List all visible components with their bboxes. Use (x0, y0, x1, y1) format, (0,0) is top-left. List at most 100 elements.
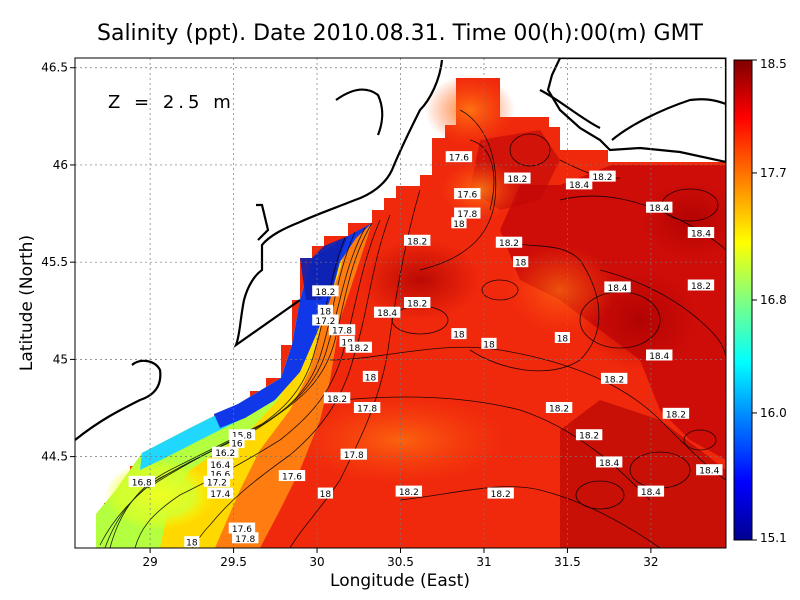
contour-label-box (595, 456, 623, 468)
contour-label: 18 (451, 328, 467, 341)
coast-crimea-outline (335, 88, 384, 136)
contour-label-text: 18.2 (549, 405, 569, 415)
colorbar: 18.5 17.7 16.8 16.0 15.1 (733, 57, 787, 545)
contour-label-box (495, 236, 523, 248)
contour-label-box (662, 407, 690, 419)
contour-label-text: 18 (320, 490, 332, 500)
contour-label-text: 18.2 (691, 282, 711, 292)
colorbar-tick-label: 16.8 (760, 293, 787, 307)
contour-label-box (317, 487, 333, 499)
plume-north (425, 75, 515, 145)
land-crimea (546, 58, 726, 164)
contour-label: 17.6 (445, 151, 473, 164)
contour-label-text: 18.2 (604, 375, 624, 385)
contour-label-text: 17.6 (449, 154, 469, 164)
contour-label: 18 (317, 487, 333, 500)
contour-label-box (312, 314, 339, 326)
chart-title: Salinity (ppt). Date 2010.08.31. Time 00… (97, 21, 704, 46)
contour-label: 17.8 (328, 324, 356, 337)
contour-label-box (323, 392, 351, 404)
contour-label-box (328, 324, 356, 336)
contour-label-text: 18 (320, 307, 332, 317)
contour-label-text: 15.8 (232, 432, 252, 442)
contour-label-text: 17.6 (457, 191, 477, 201)
coast-northwest (256, 203, 270, 241)
contour-label-text: 18.2 (327, 395, 347, 405)
contour-label-box (454, 188, 481, 200)
x-axis-title: Longitude (East) (330, 571, 470, 591)
contour-label-box (589, 170, 616, 182)
x-tick-label: 31 (476, 555, 491, 569)
contour-label-text: 17.8 (235, 535, 255, 545)
contour-label-text: 17.2 (207, 478, 227, 488)
contour-label-box (395, 485, 423, 497)
grid-lines (75, 58, 726, 548)
depth-annotation: Z = 2.5 m (108, 92, 235, 113)
y-axis: 44.5 45 45.5 46 46.5 (41, 61, 75, 464)
contour-label: 16.2 (212, 446, 239, 459)
contour-label: 17.2 (203, 475, 231, 488)
contour-label: 18.2 (589, 170, 616, 183)
contour-label-text: 18.4 (599, 459, 619, 469)
contour-label-box (445, 151, 473, 163)
contour-label: 16.8 (128, 475, 155, 488)
contour-label: 18.2 (600, 372, 628, 385)
contour-label-box (646, 349, 673, 361)
colorbar-tick-label: 18.5 (760, 57, 787, 71)
contour-label-text: 18.2 (579, 432, 599, 442)
contour-label-box (687, 279, 715, 291)
contour-label: 18.4 (696, 464, 723, 477)
contour-label: 16.4 (207, 458, 234, 471)
fresh-core (105, 460, 215, 530)
coast-west (75, 359, 162, 441)
contour-label-box (232, 532, 259, 544)
contour-label-box (513, 256, 529, 268)
contour-label-text: 17.8 (332, 327, 352, 337)
contour-label: 18.2 (323, 392, 351, 405)
contour-label-box (403, 297, 431, 308)
salinity-field (75, 58, 726, 548)
contour-label-text: 18 (365, 373, 377, 383)
contour-label-text: 17.8 (357, 405, 377, 415)
contour-label-box (504, 172, 531, 184)
contour-label-box (353, 402, 381, 413)
contour-label-text: 17.4 (210, 490, 230, 500)
coast-crimea-tip (611, 98, 726, 141)
contour-label: 17.8 (232, 532, 259, 545)
coast-north (233, 59, 444, 349)
contour-label-text: 17.8 (457, 210, 477, 220)
contour-label-box (575, 429, 603, 441)
contour-label-text: 16.8 (132, 478, 152, 488)
contour-label: 18.2 (395, 485, 423, 498)
contour-label: 16.6 (207, 468, 234, 481)
contour-label: 17.6 (278, 470, 306, 483)
contour-label-box (403, 234, 431, 246)
contour-label-text: 18.4 (607, 284, 627, 294)
x-tick-label: 31.5 (554, 555, 581, 569)
contour-label-box (203, 475, 231, 487)
contour-label: 18.2 (403, 234, 431, 247)
saline-core-2 (640, 180, 726, 260)
contour-label-box (545, 402, 573, 413)
contour-label: 17.6 (228, 522, 256, 535)
coast-crimea-west (539, 89, 601, 129)
y-axis-title: Latitude (North) (17, 235, 37, 371)
contour-label-text: 18.2 (592, 173, 612, 183)
colorbar-ticks: 18.5 17.7 16.8 16.0 15.1 (752, 57, 787, 545)
contour-label-text: 18.4 (691, 230, 711, 240)
contour-label: 18 (317, 304, 333, 317)
contour-label-text: 16 (231, 440, 243, 450)
contour-label-text: 18.2 (407, 300, 427, 310)
contour-label-box (454, 207, 481, 219)
contour-label-box (487, 487, 514, 499)
x-tick-label: 30 (309, 555, 324, 569)
y-tick-label: 44.5 (41, 450, 68, 464)
contour-label-text: 18 (453, 331, 465, 341)
contour-label: 18.4 (646, 201, 673, 214)
colorbar-tick-label: 15.1 (760, 531, 787, 545)
contour-label: 18 (513, 256, 529, 269)
contour-label-text: 18.4 (569, 181, 589, 191)
contour-label-text: 17.6 (232, 525, 252, 535)
